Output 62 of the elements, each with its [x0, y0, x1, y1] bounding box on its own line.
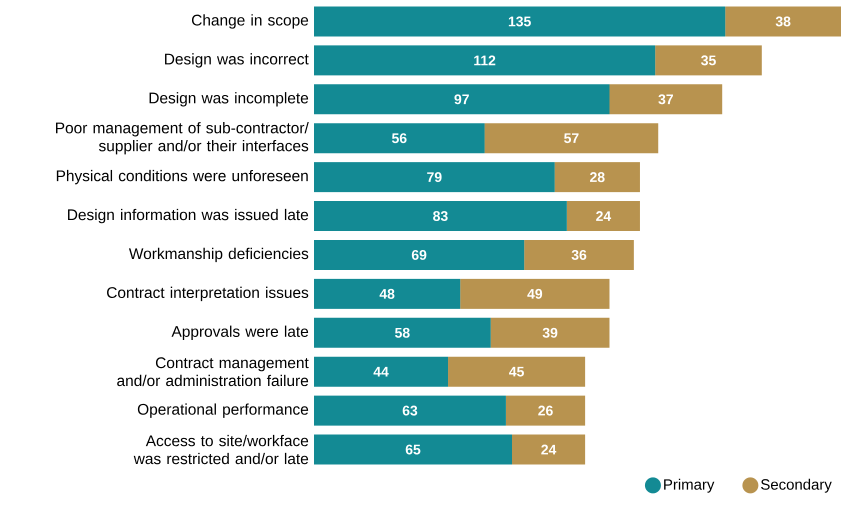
bar: [314, 162, 555, 192]
bar: [512, 434, 586, 465]
data-label: 24: [541, 444, 556, 454]
data-label: 112: [474, 55, 496, 66]
data-label: 65: [406, 444, 420, 454]
y-tick-label: Design was incomplete: [150, 92, 308, 106]
legend-label: Secondary: [761, 478, 832, 493]
bar: [506, 396, 586, 426]
bar: [314, 6, 726, 36]
data-label: 44: [373, 366, 389, 377]
legend-label: Primary: [664, 478, 714, 493]
data-label: 24: [596, 211, 612, 221]
bar: [314, 201, 567, 232]
y-tick-label: Design was incorrect: [165, 53, 309, 68]
y-tick-label: Physical conditions were unforeseen: [56, 170, 308, 184]
data-label: 97: [454, 94, 469, 104]
y-tick-label: Contract interpretation issues: [107, 286, 308, 302]
data-label: 63: [402, 406, 418, 416]
bar: [314, 278, 460, 309]
y-tick-label: Approvals were late: [172, 326, 308, 340]
data-label: 35: [701, 55, 716, 66]
data-label: 135: [508, 16, 531, 26]
bar: [448, 356, 586, 387]
y-tick-label: Operational performance: [138, 403, 308, 418]
bar: [314, 318, 491, 348]
data-label: 26: [538, 406, 553, 416]
y-tick-label: Change in scope: [192, 14, 308, 29]
bar: [314, 434, 512, 465]
bar: [314, 45, 656, 76]
y-tick-label: Contract management and/or administration failure: [117, 357, 309, 386]
bar: [484, 123, 658, 154]
bar: [490, 318, 610, 348]
data-label: 79: [427, 172, 442, 182]
y-tick-label: Access to site/workface was restricted and/or late: [134, 434, 308, 464]
y-tick-label: Workmanship deficiencies: [128, 248, 308, 262]
data-label: 69: [412, 250, 426, 260]
bar: [314, 123, 485, 154]
data-label: 45: [509, 366, 524, 377]
bar: [460, 278, 610, 309]
data-label: 58: [395, 328, 410, 338]
data-label: 48: [380, 288, 394, 299]
data-label: 28: [590, 172, 605, 182]
y-tick-label: Design information was issued late: [68, 208, 308, 224]
data-label: 57: [564, 133, 579, 144]
data-label: 49: [527, 288, 542, 299]
data-label: 37: [658, 94, 673, 104]
data-label: 56: [392, 133, 407, 144]
data-label: 83: [433, 211, 448, 221]
bar: [609, 84, 722, 114]
bar: [725, 6, 841, 36]
y-tick-label: Poor management of sub-contractor/ supplier and/or their interfaces: [56, 122, 309, 154]
bar: [314, 84, 610, 114]
bar: [314, 396, 506, 426]
bar: [314, 240, 524, 270]
data-label: 38: [776, 16, 790, 26]
bar: [314, 356, 448, 387]
bar: [554, 162, 640, 192]
bar: [655, 45, 762, 76]
bar: [566, 201, 640, 232]
data-label: 39: [542, 328, 558, 338]
data-label: 36: [572, 250, 586, 260]
bar: [524, 240, 634, 270]
